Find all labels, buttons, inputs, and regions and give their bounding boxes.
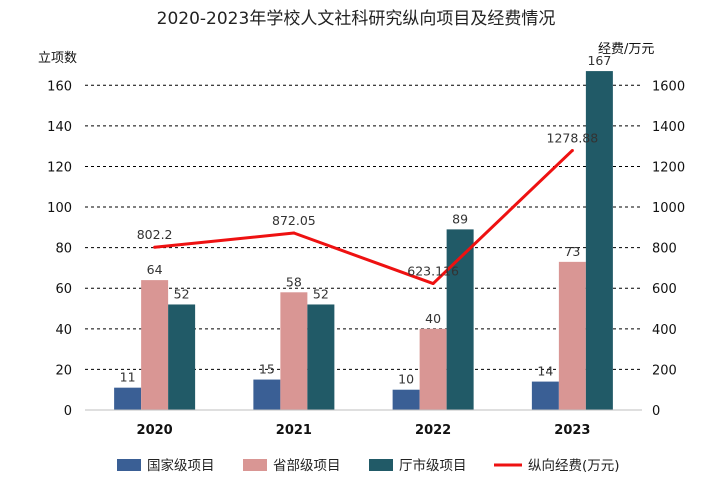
line-point bbox=[153, 245, 157, 249]
line-value-label: 623.116 bbox=[407, 264, 459, 279]
legend-label: 纵向经费(万元) bbox=[528, 458, 620, 474]
x-tick-label: 2021 bbox=[276, 423, 312, 438]
bar bbox=[558, 261, 586, 410]
bar-value-label: 64 bbox=[147, 262, 163, 277]
y-tick-label: 20 bbox=[55, 363, 72, 378]
y2-axis-title: 经费/万元 bbox=[598, 42, 654, 57]
legend-label: 省部级项目 bbox=[273, 458, 341, 474]
y-tick-label: 120 bbox=[47, 160, 72, 175]
bar-value-label: 52 bbox=[313, 286, 329, 301]
legend-swatch bbox=[117, 459, 141, 471]
line-point bbox=[570, 148, 574, 152]
legend-label: 厅市级项目 bbox=[399, 457, 467, 474]
legend-swatch bbox=[243, 459, 267, 471]
line-series-path bbox=[154, 149, 574, 286]
y2-tick-label: 200 bbox=[652, 363, 677, 378]
y-tick-label: 0 bbox=[64, 404, 72, 419]
legend: 国家级项目 省部级项目 厅市级项目 纵向经费(万元) bbox=[117, 457, 620, 474]
bar bbox=[280, 292, 308, 410]
bar bbox=[585, 71, 613, 411]
bar-value-label: 52 bbox=[174, 286, 190, 301]
line-value-label: 872.05 bbox=[272, 213, 316, 228]
y-tick-label: 140 bbox=[47, 120, 72, 135]
y-tick-label: 160 bbox=[47, 79, 72, 94]
y-axis-title: 立项数 bbox=[38, 51, 77, 66]
bar bbox=[114, 387, 142, 410]
y2-tick-label: 1000 bbox=[652, 201, 685, 216]
chart-title: 2020-2023年学校人文社科研究纵向项目及经费情况 bbox=[157, 9, 556, 29]
bar-value-label: 58 bbox=[286, 274, 302, 289]
bar bbox=[531, 381, 559, 410]
line-point bbox=[292, 231, 296, 235]
x-tick-label: 2022 bbox=[415, 423, 451, 438]
bar bbox=[392, 389, 420, 410]
y2-tick-label: 1400 bbox=[652, 120, 685, 135]
bar bbox=[168, 304, 196, 410]
line-value-label: 1278.88 bbox=[547, 130, 599, 145]
y2-tick-label: 400 bbox=[652, 323, 677, 338]
bar bbox=[307, 304, 335, 410]
bar-value-label: 10 bbox=[398, 372, 414, 387]
y2-tick-label: 0 bbox=[652, 404, 660, 419]
bar-value-label: 73 bbox=[564, 244, 580, 259]
x-tick-label: 2023 bbox=[554, 423, 590, 438]
y2-tick-label: 800 bbox=[652, 242, 677, 257]
bars bbox=[114, 71, 613, 411]
legend-swatch bbox=[369, 459, 393, 471]
line-point bbox=[431, 282, 435, 286]
bar bbox=[141, 280, 169, 410]
bar bbox=[253, 379, 281, 410]
line-series bbox=[153, 148, 574, 286]
bar-value-label: 14 bbox=[537, 364, 553, 379]
legend-label: 国家级项目 bbox=[147, 457, 215, 474]
bar-value-label: 15 bbox=[259, 362, 275, 377]
line-value-label: 802.2 bbox=[137, 227, 173, 242]
bar-value-label: 167 bbox=[587, 53, 611, 68]
x-tick-label: 2020 bbox=[137, 423, 173, 438]
y2-tick-label: 1200 bbox=[652, 160, 685, 175]
bar-value-label: 11 bbox=[120, 370, 136, 385]
bar-value-label: 89 bbox=[452, 211, 468, 226]
bar-value-label: 40 bbox=[425, 311, 441, 326]
y2-tick-label: 1600 bbox=[652, 79, 685, 94]
bar bbox=[419, 328, 447, 410]
y2-tick-label: 600 bbox=[652, 282, 677, 297]
y-tick-label: 80 bbox=[55, 242, 72, 257]
axes: 0204060801001201401600200400600800100012… bbox=[47, 79, 685, 438]
grid bbox=[85, 84, 642, 370]
data-labels: 11 15 10 14 64 58 40 73 52 52 89 167 802.2 872.05 623.… bbox=[120, 53, 612, 387]
y-tick-label: 60 bbox=[55, 282, 72, 297]
y-tick-label: 40 bbox=[55, 323, 72, 338]
y-tick-label: 100 bbox=[47, 201, 72, 216]
